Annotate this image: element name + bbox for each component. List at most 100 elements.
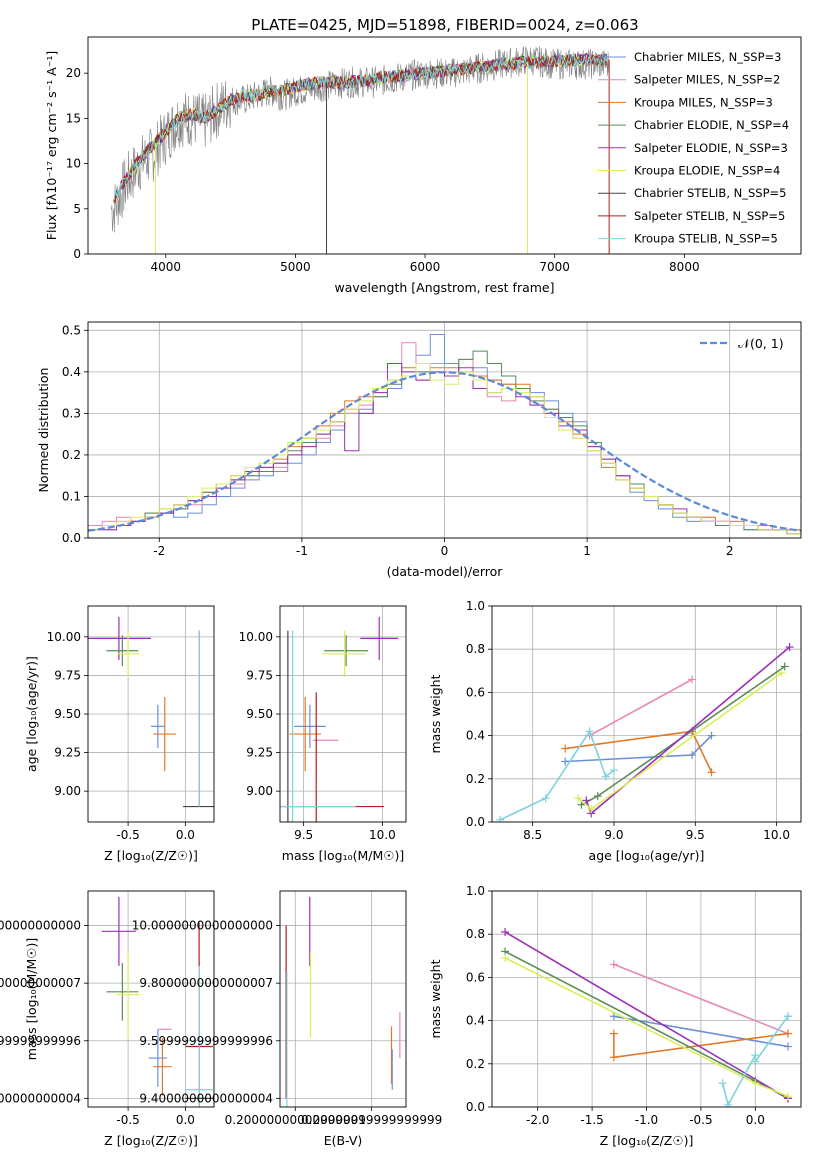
- weight-line-salpeter_elodie: [585, 646, 791, 815]
- x-axis-label: Z [log₁₀(Z/Z☉)]: [104, 1133, 198, 1148]
- y-tick-label: 9.5999999999999996: [139, 1034, 273, 1048]
- y-tick-label: 9.8000000000000007: [0, 976, 81, 990]
- y-tick-label: 9.75: [246, 668, 273, 682]
- panel-age_vs_Z: -0.5 0.0 9.00 9.25 9.50 9.75 10.00 Z [log₁₀(Z/Z…: [24, 605, 215, 863]
- y-tick-label: 0.0: [62, 531, 81, 545]
- y-axis-label: mass [log₁₀(M/M☉)]: [24, 938, 39, 1060]
- plot-area: [501, 928, 792, 1107]
- plot-area: [280, 616, 399, 822]
- y-tick-label: 0.6: [466, 685, 485, 699]
- y-tick-label: 0.0: [466, 815, 485, 829]
- y-tick-label: 5: [73, 202, 81, 216]
- legend-label: Salpeter STELIB, N_SSP=5: [634, 209, 785, 223]
- axes-frame: [87, 321, 802, 539]
- legend-label: Chabrier MILES, N_SSP=3: [634, 50, 781, 64]
- panel-spectrum: 4000 5000 6000 7000 8000 0 5 10 15 20 wavelength […: [44, 36, 802, 295]
- y-tick-label: 0.2: [466, 1057, 485, 1071]
- y-tick-label: 0.4: [466, 729, 485, 743]
- x-axis-label: (data-model)/error: [387, 564, 504, 579]
- plot-area: [285, 896, 401, 1107]
- y-axis-label: mass weight: [428, 674, 443, 753]
- x-tick-label: -2.0: [526, 1113, 549, 1127]
- axes-frame: [279, 890, 407, 1108]
- gaussian-curve: [88, 371, 801, 532]
- x-tick-label: -1: [296, 544, 308, 558]
- y-tick-label: 9.50: [54, 707, 81, 721]
- y-tick-label: 9.5999999999999996: [0, 1034, 81, 1048]
- axes-frame: [491, 605, 802, 823]
- weight-line-salpeter_miles: [589, 678, 693, 737]
- model-spectrum-kroupa_stelib: [113, 54, 607, 200]
- x-tick-label: 9.5: [294, 828, 313, 842]
- legend-label: Chabrier ELODIE, N_SSP=4: [634, 118, 789, 132]
- x-tick-label: 0.29999999999999999: [301, 1113, 442, 1127]
- panel-weight_vs_age: 8.5 9.0 9.5 10.0 0.0 0.2 0.4 0.6 0.8 1.0 age [log₁…: [428, 599, 802, 863]
- panel-mass_vs_Z: -0.5 0.0 9.4000000000000004 9.5999999999999…: [0, 890, 215, 1148]
- plot-area: [111, 46, 610, 254]
- x-tick-label: 0.20000000000000001: [225, 1113, 366, 1127]
- x-tick-label: 1: [583, 544, 591, 558]
- legend-label: Kroupa STELIB, N_SSP=5: [634, 232, 778, 246]
- y-tick-label: 0.2: [62, 448, 81, 462]
- y-tick-label: 20: [66, 66, 81, 80]
- weight-line-chabrier_miles: [613, 1015, 789, 1048]
- x-tick-label: -0.5: [116, 828, 139, 842]
- x-tick-label: -0.5: [116, 1113, 139, 1127]
- x-axis-label: wavelength [Angstrom, rest frame]: [334, 280, 554, 295]
- y-tick-label: 10.00: [47, 630, 81, 644]
- y-tick-label: 1.0: [466, 599, 485, 613]
- y-tick-label: 9.25: [246, 746, 273, 760]
- y-tick-label: 0.4: [466, 1014, 485, 1028]
- y-axis-label: age [log₁₀(age/yr)]: [24, 656, 39, 772]
- x-tick-label: 2: [726, 544, 734, 558]
- y-tick-label: 0: [73, 247, 81, 261]
- y-tick-label: 9.4000000000000004: [0, 1091, 81, 1105]
- y-tick-label: 0.0: [466, 1100, 485, 1114]
- weight-line-kroupa_miles: [565, 730, 713, 773]
- x-tick-label: 5000: [280, 260, 311, 274]
- y-axis-label: mass weight: [428, 959, 443, 1038]
- y-tick-label: 9.4000000000000004: [139, 1091, 273, 1105]
- legend-label: Kroupa ELODIE, N_SSP=4: [634, 164, 780, 178]
- y-tick-label: 0.8: [466, 642, 485, 656]
- histogram-kroupa_elodie: [88, 363, 801, 538]
- axes-frame: [279, 605, 407, 823]
- legend-label: Chabrier STELIB, N_SSP=5: [634, 186, 786, 200]
- x-axis-label: mass [log₁₀(M/M☉)]: [282, 848, 404, 863]
- y-tick-label: 1.0: [466, 884, 485, 898]
- y-tick-label: 10.00: [239, 630, 273, 644]
- plot-area: [88, 333, 801, 538]
- x-tick-label: 0.0: [176, 828, 195, 842]
- legend-label-gaussian: 𝒩(0, 1): [738, 336, 784, 351]
- y-tick-label: 9.8000000000000007: [139, 976, 273, 990]
- y-tick-label: 9.00: [54, 784, 81, 798]
- y-tick-label: 0.1: [62, 489, 81, 503]
- axes-frame: [87, 36, 802, 255]
- x-tick-label: 0: [441, 544, 449, 558]
- panel-age_vs_mass: 9.5 10.0 9.00 9.25 9.50 9.75 10.00 mass [log₁₀(…: [239, 605, 407, 863]
- x-tick-label: 4000: [151, 260, 182, 274]
- x-axis-label: Z [log₁₀(Z/Z☉)]: [600, 1133, 694, 1148]
- y-tick-label: 0.6: [466, 970, 485, 984]
- y-tick-label: 0.8: [466, 927, 485, 941]
- legend-label: Kroupa MILES, N_SSP=3: [634, 95, 773, 109]
- x-tick-label: 0.0: [176, 1113, 195, 1127]
- x-tick-label: -1.5: [580, 1113, 603, 1127]
- y-tick-label: 9.25: [54, 746, 81, 760]
- x-tick-label: -0.5: [689, 1113, 712, 1127]
- observed-spectrum: [111, 46, 610, 233]
- y-tick-label: 10.0000000000000000: [0, 919, 81, 933]
- y-tick-label: 10: [66, 157, 81, 171]
- y-tick-label: 0.3: [62, 406, 81, 420]
- y-tick-label: 9.50: [246, 707, 273, 721]
- y-tick-label: 10.0000000000000000: [132, 919, 273, 933]
- weight-line-salpeter_elodie: [504, 931, 789, 1100]
- axes-frame: [87, 890, 215, 1108]
- axes-frame: [491, 890, 802, 1108]
- legend: Chabrier MILES, N_SSP=3 Salpeter MILES, N…: [598, 50, 789, 246]
- x-tick-label: 9.5: [686, 828, 705, 842]
- x-tick-label: -2: [153, 544, 165, 558]
- plot-area: [496, 643, 794, 822]
